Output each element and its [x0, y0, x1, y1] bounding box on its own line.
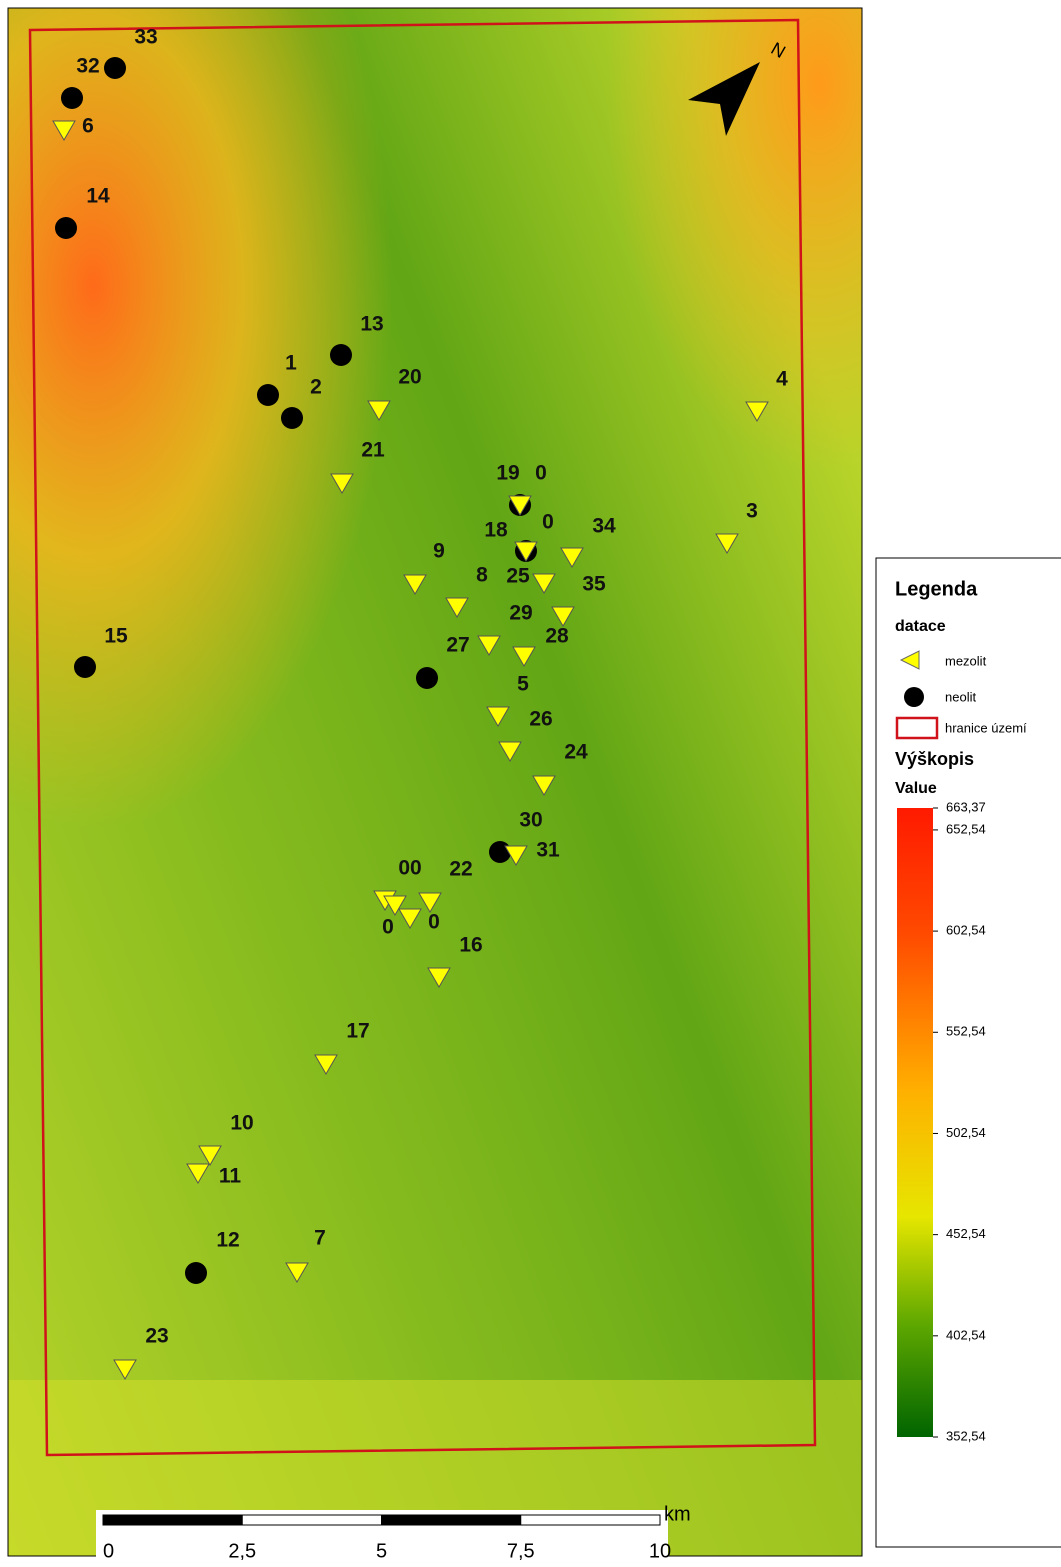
site-label: 00 [398, 857, 421, 880]
site-label: 27 [446, 634, 469, 657]
neolithic-site [55, 217, 77, 239]
site-label: 35 [582, 573, 606, 596]
scale-segment [521, 1515, 660, 1525]
site-label: 33 [134, 26, 157, 49]
ramp-tick-label: 402,54 [946, 1327, 986, 1342]
site-label: 9 [433, 540, 445, 563]
site-label: 29 [509, 602, 532, 625]
legend-item: neolit [945, 689, 976, 704]
site-label: 10 [230, 1112, 253, 1135]
site-label: 22 [449, 858, 472, 881]
scale-label: 0 [103, 1540, 114, 1562]
site-label: 0 [542, 511, 554, 534]
legend-raster-sub: Value [895, 780, 937, 797]
scale-label: 2,5 [228, 1540, 256, 1562]
site-label: 28 [545, 625, 569, 648]
site-label: 15 [104, 625, 128, 648]
site-label: 24 [564, 741, 588, 764]
scale-label: 5 [376, 1540, 387, 1562]
legend-dot [904, 687, 924, 707]
site-label: 18 [484, 519, 508, 542]
site-label: 1 [285, 352, 297, 375]
page: N Legenda datace mezolit neolit hranice … [0, 0, 1061, 1562]
ramp-tick-label: 602,54 [946, 923, 986, 938]
site-label: 21 [361, 439, 385, 462]
ramp-tick-label: 663,37 [946, 799, 986, 814]
site-label: 32 [76, 55, 99, 78]
site-label: 23 [145, 1325, 168, 1348]
site-label: 16 [459, 934, 482, 957]
site-label: 0 [382, 916, 394, 939]
color-ramp [897, 808, 933, 1437]
scale-segment [103, 1515, 242, 1525]
neolithic-site [489, 841, 511, 863]
scale-label: 7,5 [507, 1540, 535, 1562]
ramp-tick-label: 652,54 [946, 821, 986, 836]
elevation-raster [8, 8, 862, 1556]
site-label: 6 [82, 115, 94, 138]
neolithic-site [61, 87, 83, 109]
neolithic-site [257, 384, 279, 406]
site-label: 0 [428, 911, 440, 934]
site-label: 0 [535, 462, 547, 485]
site-label: 8 [476, 564, 488, 587]
site-label: 2 [310, 376, 322, 399]
legend-item: mezolit [945, 653, 987, 668]
scale-unit: km [664, 1503, 691, 1525]
site-label: 30 [519, 809, 542, 832]
scale-label: 10 [649, 1540, 671, 1562]
ramp-tick-label: 502,54 [946, 1125, 986, 1140]
site-label: 20 [398, 366, 421, 389]
ramp-tick-label: 552,54 [946, 1024, 986, 1039]
neolithic-site [281, 407, 303, 429]
site-label: 12 [216, 1229, 239, 1252]
legend-item: hranice území [945, 720, 1027, 735]
map: N Legenda datace mezolit neolit hranice … [0, 0, 1061, 1562]
site-label: 3 [746, 500, 758, 523]
site-label: 13 [360, 313, 383, 336]
legend-title: Legenda [895, 578, 978, 600]
neolithic-site [185, 1262, 207, 1284]
site-label: 19 [496, 462, 519, 485]
neolithic-site [74, 656, 96, 678]
site-label: 31 [536, 839, 560, 862]
scale-segment [242, 1515, 381, 1525]
site-label: 11 [219, 1165, 242, 1188]
site-label: 5 [517, 673, 529, 696]
legend-raster-title: Výškopis [895, 749, 974, 769]
site-label: 7 [314, 1227, 326, 1250]
site-label: 25 [506, 565, 530, 588]
site-label: 34 [592, 515, 616, 538]
site-label: 14 [86, 185, 110, 208]
ramp-tick-label: 352,54 [946, 1428, 986, 1443]
site-label: 26 [529, 708, 552, 731]
neolithic-site [104, 57, 126, 79]
site-label: 17 [346, 1020, 369, 1043]
ramp-tick-label: 452,54 [946, 1226, 986, 1241]
legend-group: datace [895, 618, 946, 635]
scale-segment [382, 1515, 521, 1525]
neolithic-site [416, 667, 438, 689]
neolithic-site [330, 344, 352, 366]
site-label: 4 [776, 368, 788, 391]
